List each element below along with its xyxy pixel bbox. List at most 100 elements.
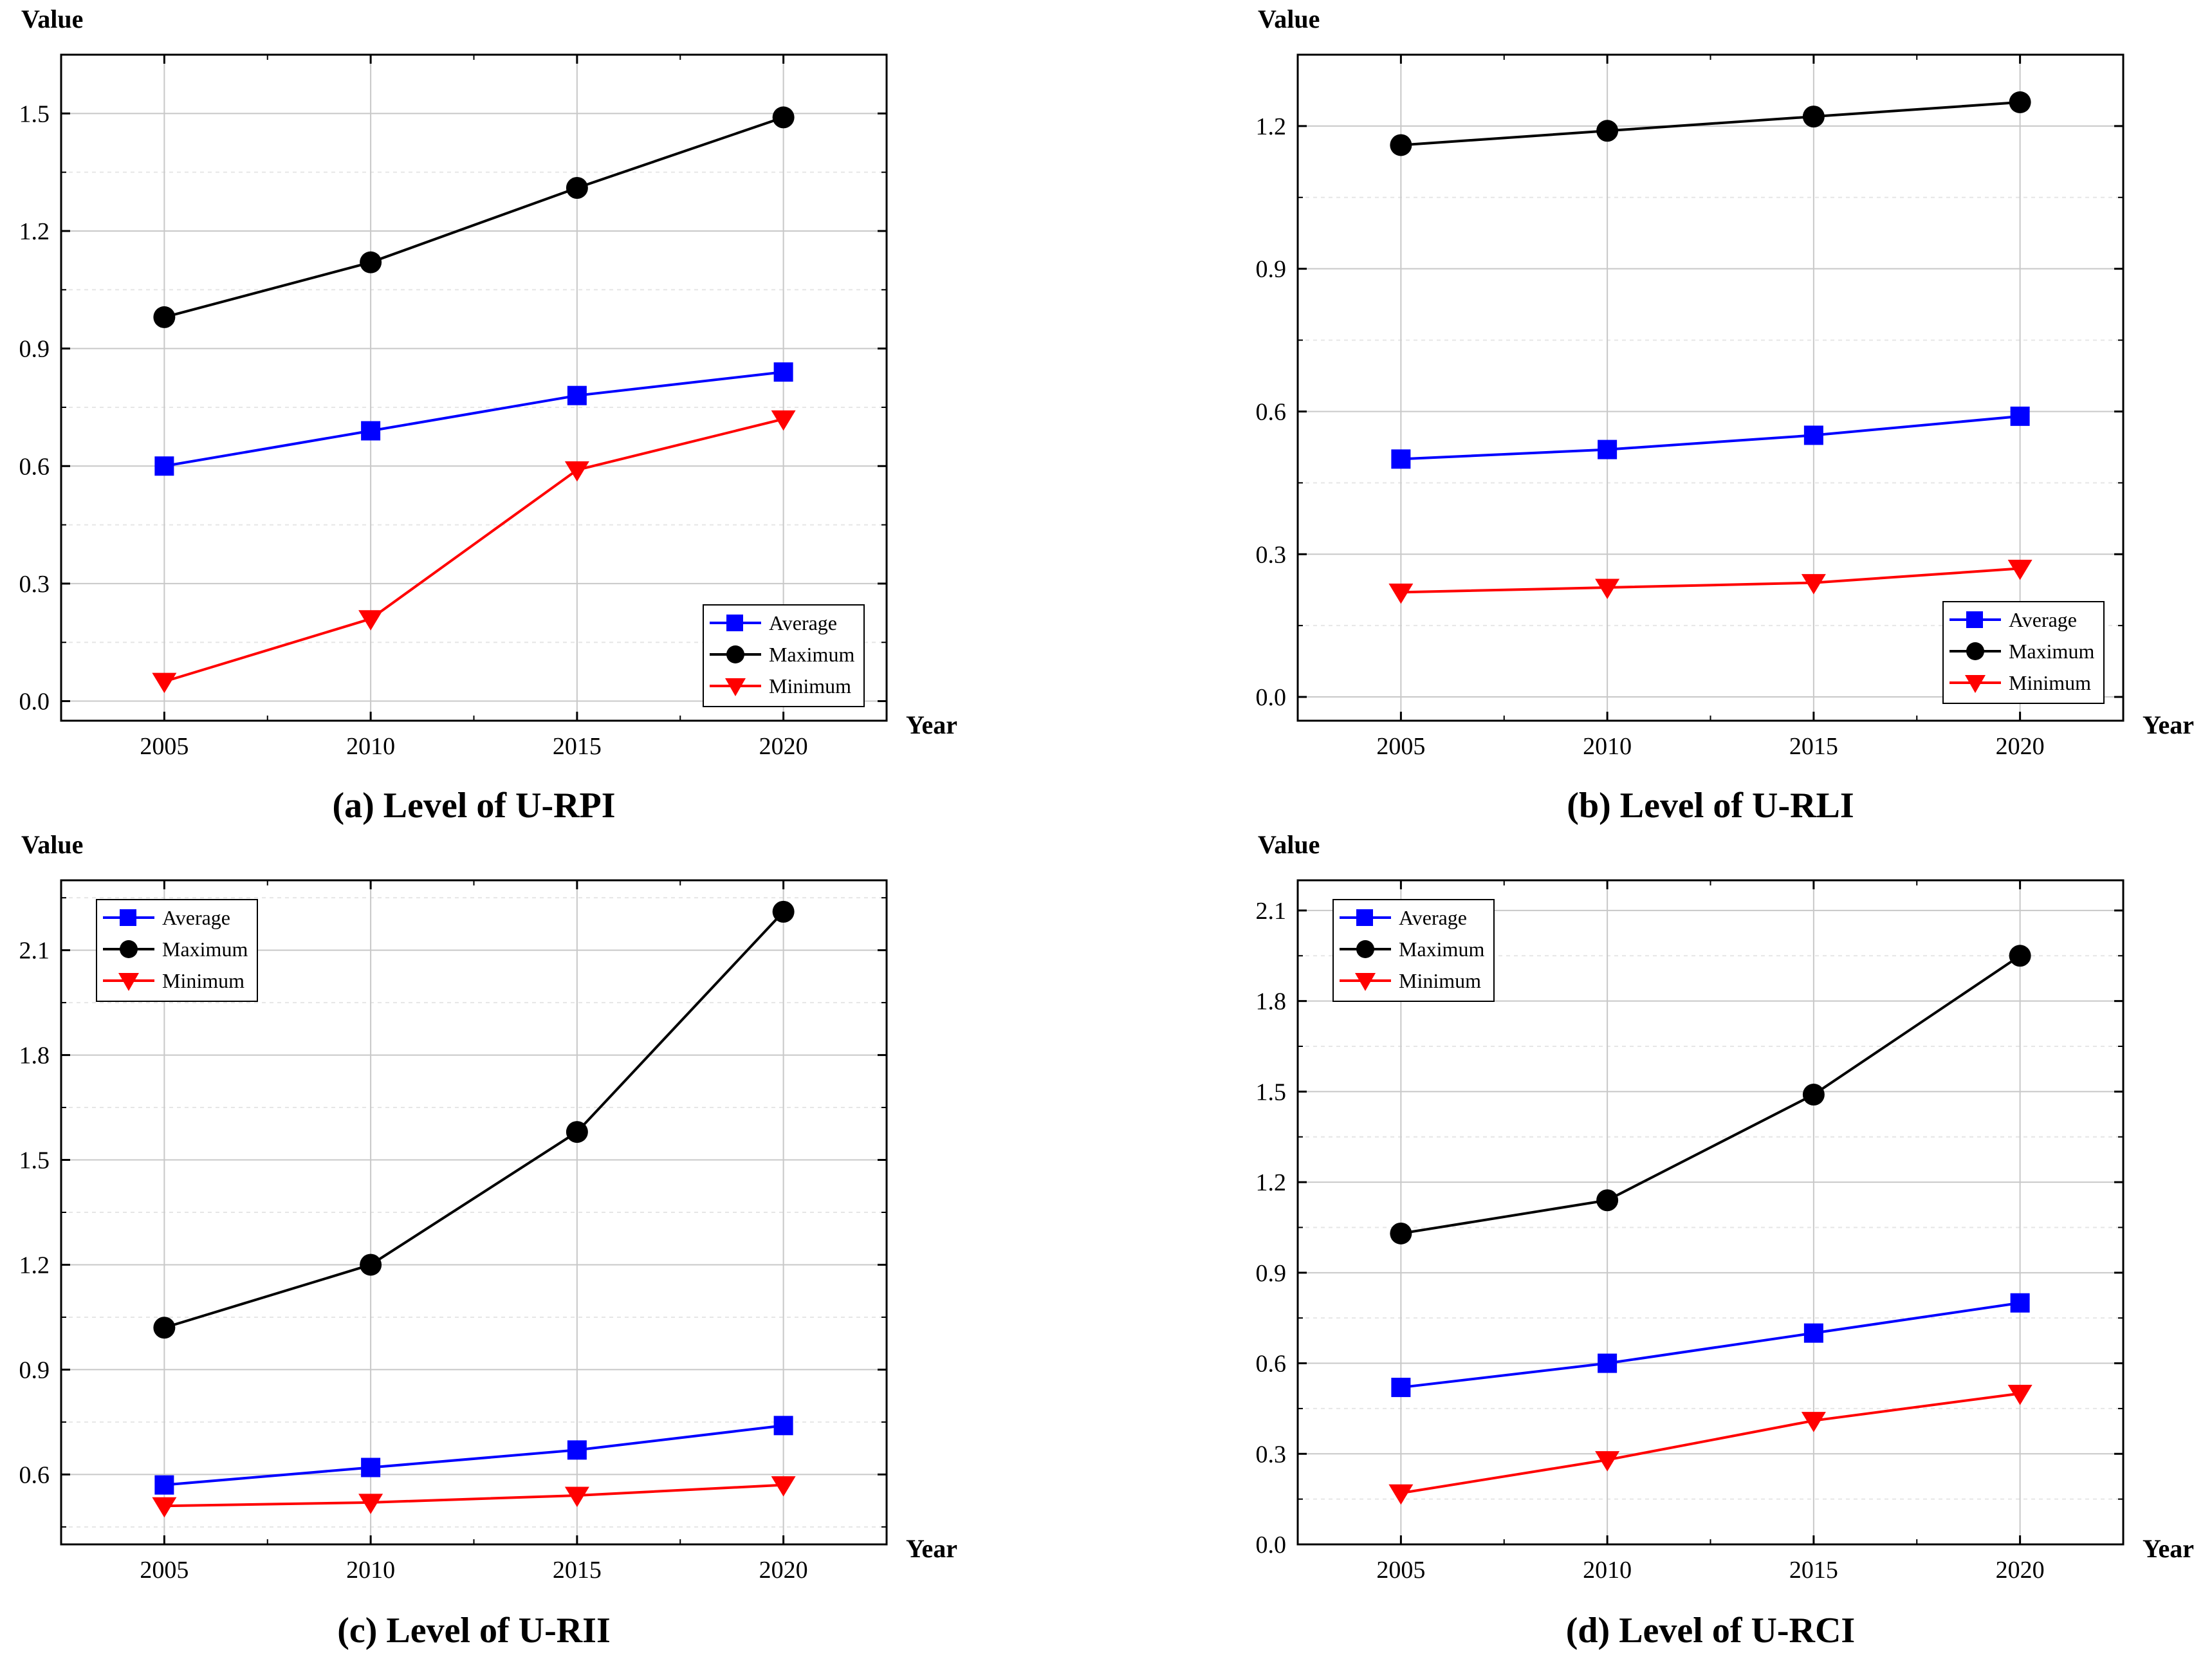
data-point-minimum (1801, 1412, 1826, 1432)
data-point-average (154, 456, 174, 476)
series-line-minimum (1401, 1392, 2020, 1495)
data-point-average (1803, 1323, 1823, 1343)
y-tick-label: 1.2 (1256, 1169, 1287, 1196)
y-tick-label: 0.6 (1256, 398, 1287, 425)
data-point-average (2010, 1293, 2030, 1313)
series-line-average (1401, 414, 2020, 461)
data-point-maximum (153, 1317, 176, 1339)
series-minimum (1388, 559, 2032, 604)
data-point-minimum (1595, 1451, 1620, 1472)
chart-panel-a: 0.0 0.3 0.6 0.9 1.2 1.5 2005 2010 2015 2020 Value Y… (19, 5, 957, 826)
data-point-maximum (772, 900, 795, 923)
data-point-average (1598, 440, 1618, 459)
panel-caption: (b) Level of U-RLI (1567, 786, 1854, 826)
series-maximum (1390, 91, 2031, 156)
legend-marker-minimum (1355, 973, 1376, 991)
y-tick-label: 0.0 (1256, 1532, 1287, 1559)
legend-label-minimum: Minimum (1399, 969, 1481, 992)
data-point-maximum (1596, 1189, 1619, 1212)
legend-label-maximum: Maximum (162, 938, 248, 961)
y-tick-label: 1.2 (1256, 113, 1287, 140)
legend-marker-minimum (1965, 675, 1986, 693)
series-line-average (164, 1424, 784, 1486)
data-point-minimum (771, 1476, 796, 1497)
legend-label-average: Average (162, 906, 230, 929)
data-point-minimum (1388, 583, 1414, 604)
panel-caption: (d) Level of U-RCI (1566, 1611, 1855, 1651)
y-tick-label: 0.6 (1256, 1351, 1287, 1378)
series-line-minimum (164, 1483, 784, 1508)
data-point-minimum (564, 461, 589, 482)
x-tick-label: 2020 (1996, 733, 2045, 760)
y-tick-label: 0.3 (1256, 541, 1287, 568)
legend: Average Maximum Minimum (1332, 899, 1495, 1002)
data-point-average (1391, 1378, 1411, 1398)
data-point-maximum (1596, 120, 1619, 142)
y-tick-label: 0.9 (19, 336, 50, 363)
data-point-average (567, 385, 587, 405)
x-tick-label: 2005 (1376, 1557, 1425, 1584)
y-axis-title: Value (1258, 5, 1320, 33)
legend-label-maximum: Maximum (1399, 938, 1484, 961)
legend: Average Maximum Minimum (1942, 601, 2105, 704)
y-axis-title: Value (21, 830, 83, 859)
y-tick-label: 0.6 (19, 1461, 50, 1488)
y-tick-label: 2.1 (19, 938, 50, 965)
series-minimum (152, 1476, 796, 1518)
x-tick-label: 2015 (553, 733, 602, 760)
x-tick-label: 2010 (346, 1557, 395, 1584)
legend-label-average: Average (1399, 906, 1467, 929)
legend-label-minimum: Minimum (162, 969, 244, 992)
plot-frame (60, 53, 888, 722)
y-tick-label: 0.3 (19, 571, 50, 598)
chart-panel-b: 0.0 0.3 0.6 0.9 1.2 2005 2010 2015 2020 Value Year… (1256, 5, 2194, 826)
data-point-maximum (2009, 945, 2031, 967)
data-point-average (1598, 1353, 1618, 1373)
legend-label-minimum: Minimum (2009, 671, 2091, 694)
legend-marker-maximum (120, 940, 138, 958)
plot-frame (60, 879, 888, 1546)
legend-label-maximum: Maximum (769, 643, 854, 666)
x-tick-label: 2010 (1583, 1557, 1632, 1584)
y-tick-label: 0.9 (1256, 256, 1287, 283)
legend-marker-average (1356, 909, 1373, 926)
series-maximum (153, 900, 795, 1339)
data-point-maximum (772, 106, 795, 129)
data-point-minimum (152, 672, 177, 694)
legend-marker-average (120, 909, 136, 926)
series-line-minimum (1401, 567, 2020, 594)
series-minimum (1388, 1384, 2032, 1505)
y-tick-label: 1.2 (19, 1252, 50, 1279)
data-point-maximum (1802, 1084, 1825, 1106)
y-axis-title: Value (1258, 830, 1320, 859)
data-point-minimum (1595, 578, 1620, 599)
data-point-minimum (358, 1494, 383, 1514)
legend-label-average: Average (2009, 608, 2077, 631)
x-axis-title: Year (906, 1534, 957, 1563)
legend-marker-minimum (725, 678, 746, 696)
x-axis-title: Year (2143, 710, 2194, 739)
x-tick-label: 2005 (1376, 733, 1425, 760)
series-line-maximum (163, 911, 785, 1329)
data-point-maximum (1802, 106, 1825, 128)
y-tick-label: 0.9 (19, 1356, 50, 1384)
series-line-average (164, 371, 784, 468)
series-line-maximum (1401, 100, 2020, 147)
legend-label-minimum: Minimum (769, 674, 851, 698)
data-point-average (773, 362, 793, 382)
data-point-maximum (2009, 91, 2031, 113)
y-tick-label: 1.8 (1256, 988, 1287, 1015)
y-tick-label: 0.0 (19, 689, 50, 716)
data-point-maximum (1390, 134, 1412, 156)
data-point-average (1803, 425, 1823, 445)
data-point-maximum (360, 1254, 382, 1276)
data-point-minimum (771, 410, 796, 431)
data-point-minimum (152, 1497, 177, 1518)
y-tick-label: 0.9 (1256, 1260, 1287, 1287)
data-point-average (773, 1416, 793, 1436)
data-point-average (1391, 449, 1411, 469)
x-tick-label: 2015 (1789, 733, 1838, 760)
data-point-average (361, 421, 381, 441)
legend-label-maximum: Maximum (2009, 640, 2094, 663)
